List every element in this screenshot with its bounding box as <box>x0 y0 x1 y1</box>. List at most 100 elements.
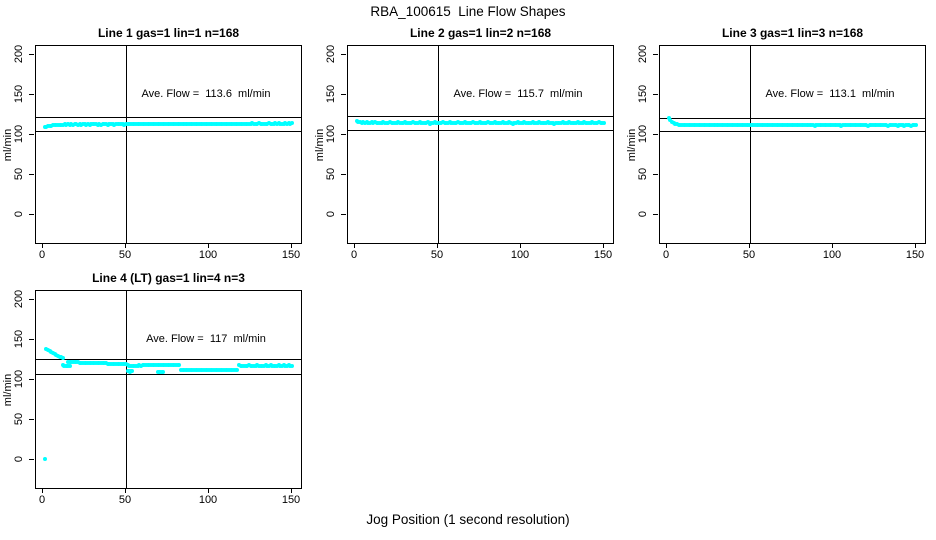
x-tick-label: 150 <box>905 249 925 261</box>
plot-area <box>659 45 926 244</box>
x-tick-label: 0 <box>662 249 670 261</box>
x-tick-mark <box>125 243 126 248</box>
x-tick-label: 50 <box>118 249 132 261</box>
plot-area <box>35 45 302 244</box>
y-tick-label: 150 <box>13 329 25 349</box>
reference-line-lower <box>36 373 301 375</box>
x-tick-mark <box>291 488 292 493</box>
figure-title: RBA_100615 Line Flow Shapes <box>370 4 566 19</box>
y-tick-mark <box>341 53 346 55</box>
y-tick-label: 100 <box>637 124 649 144</box>
x-tick-label: 150 <box>281 494 301 506</box>
data-point <box>914 123 918 128</box>
x-tick-mark <box>208 243 209 248</box>
y-tick-mark <box>29 338 34 340</box>
y-tick-mark <box>341 214 346 216</box>
vertical-reference-line <box>126 46 127 243</box>
y-tick-mark <box>341 174 346 176</box>
x-tick-label: 0 <box>38 249 46 261</box>
y-tick-label: 50 <box>13 168 25 181</box>
y-tick-mark <box>341 134 346 136</box>
y-tick-label: 200 <box>637 44 649 63</box>
x-tick-label: 100 <box>198 249 218 261</box>
panel-line-2: Line 2 gas=1 lin=2 n=168 ml/min Ave. Flo… <box>314 26 614 261</box>
x-tick-label: 50 <box>118 494 132 506</box>
y-tick-label: 200 <box>13 289 25 308</box>
ave-flow-annotation: Ave. Flow = 113.1 ml/min <box>765 88 895 100</box>
x-axis-outer-label: Jog Position (1 second resolution) <box>366 512 570 527</box>
plot-area <box>35 290 302 489</box>
x-tick-label: 50 <box>742 249 756 261</box>
y-tick-mark <box>653 53 658 55</box>
x-tick-label: 0 <box>38 494 46 506</box>
y-tick-mark <box>29 134 34 136</box>
reference-line-lower <box>36 131 301 132</box>
x-tick-mark <box>915 243 916 248</box>
ave-flow-annotation: Ave. Flow = 117 ml/min <box>146 333 266 345</box>
data-point <box>130 369 135 374</box>
x-tick-mark <box>125 488 126 493</box>
x-tick-label: 100 <box>198 494 218 506</box>
data-point <box>177 363 182 368</box>
x-tick-mark <box>42 488 43 493</box>
x-tick-mark <box>520 243 521 248</box>
panel-line-3: Line 3 gas=1 lin=3 n=168 ml/min Ave. Flo… <box>626 26 926 261</box>
y-tick-label: 50 <box>637 168 649 181</box>
y-tick-mark <box>341 93 346 95</box>
y-tick-label: 100 <box>13 124 25 144</box>
y-tick-mark <box>29 419 34 421</box>
y-tick-label: 0 <box>637 211 649 218</box>
y-tick-mark <box>29 174 34 176</box>
panel-title: Line 4 (LT) gas=1 lin=4 n=3 <box>92 271 245 285</box>
vertical-reference-line <box>438 46 439 243</box>
panel-title: Line 1 gas=1 lin=1 n=168 <box>97 26 240 40</box>
x-tick-mark <box>749 243 750 248</box>
x-tick-label: 100 <box>510 249 530 261</box>
y-tick-mark <box>29 459 34 461</box>
vertical-reference-line <box>126 291 127 488</box>
data-point <box>666 115 671 120</box>
y-tick-mark <box>653 93 658 95</box>
y-tick-label: 200 <box>325 44 337 63</box>
reference-line-upper <box>36 117 301 119</box>
data-point <box>290 121 294 126</box>
x-tick-mark <box>832 243 833 248</box>
x-tick-label: 0 <box>350 249 358 261</box>
plot-area <box>347 45 614 244</box>
reference-line-upper <box>660 117 925 119</box>
panel-title: Line 3 gas=1 lin=3 n=168 <box>721 26 864 40</box>
ave-flow-annotation: Ave. Flow = 115.7 ml/min <box>453 88 583 100</box>
y-tick-mark <box>29 379 34 381</box>
y-tick-mark <box>653 134 658 136</box>
x-tick-mark <box>666 243 667 248</box>
x-tick-mark <box>603 243 604 248</box>
reference-line-lower <box>660 131 925 133</box>
panel-line-1: Line 1 gas=1 lin=1 n=168 ml/min Ave. Flo… <box>2 26 302 261</box>
x-tick-label: 150 <box>593 249 613 261</box>
x-tick-mark <box>354 243 355 248</box>
y-tick-label: 0 <box>325 211 337 218</box>
y-tick-label: 200 <box>13 44 25 63</box>
reference-line-upper <box>348 115 613 117</box>
ave-flow-annotation: Ave. Flow = 113.6 ml/min <box>141 88 271 100</box>
y-tick-label: 100 <box>13 369 25 389</box>
x-tick-label: 100 <box>822 249 842 261</box>
y-tick-label: 0 <box>13 456 25 463</box>
x-tick-label: 50 <box>430 249 444 261</box>
data-point <box>67 364 72 369</box>
y-tick-mark <box>29 298 34 300</box>
y-tick-mark <box>29 214 34 216</box>
y-tick-mark <box>653 214 658 216</box>
y-tick-mark <box>29 53 34 55</box>
y-tick-mark <box>653 174 658 176</box>
y-tick-mark <box>29 93 34 95</box>
y-tick-label: 150 <box>325 84 337 104</box>
y-tick-label: 0 <box>13 211 25 218</box>
x-tick-mark <box>42 243 43 248</box>
x-tick-mark <box>437 243 438 248</box>
panel-title: Line 2 gas=1 lin=2 n=168 <box>409 26 552 40</box>
reference-line-upper <box>36 359 301 361</box>
data-point <box>235 368 240 372</box>
data-point <box>602 120 606 125</box>
